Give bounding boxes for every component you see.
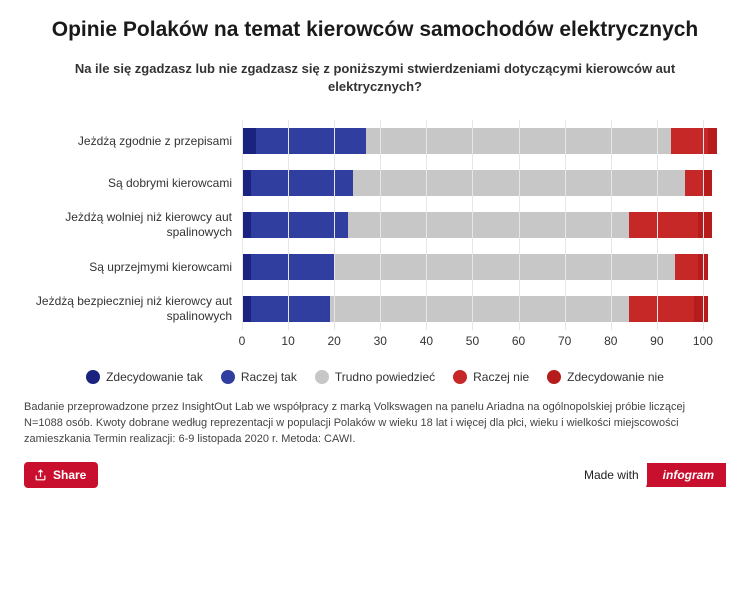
legend-item: Trudno powiedzieć	[315, 370, 435, 384]
legend-item: Zdecydowanie tak	[86, 370, 203, 384]
infographic-container: Opinie Polaków na temat kierowców samoch…	[0, 0, 750, 500]
legend-item: Zdecydowanie nie	[547, 370, 664, 384]
chart-area: Jeżdżą zgodnie z przepisami Są dobrymi ki…	[24, 120, 726, 330]
bar-segment	[242, 128, 256, 154]
footnote: Badanie przeprowadzone przez InsightOut …	[24, 400, 726, 448]
x-axis: 0 10 20 30 40 50 60 70 80 90 100	[24, 334, 726, 356]
bar-segment	[629, 296, 694, 322]
bar-segment	[242, 212, 251, 238]
bar-segment	[366, 128, 670, 154]
axis-tick: 0	[239, 334, 246, 348]
axis-tick: 100	[693, 334, 713, 348]
legend-label: Zdecydowanie tak	[106, 370, 203, 384]
row-label: Jeżdżą zgodnie z przepisami	[32, 134, 242, 149]
axis-tick: 90	[650, 334, 663, 348]
bar-segment	[671, 128, 708, 154]
bar-track	[242, 246, 726, 288]
chart-row: Są dobrymi kierowcami	[32, 162, 726, 204]
row-label: Są dobrymi kierowcami	[32, 176, 242, 191]
chart-row: Jeżdżą wolniej niż kierowcy aut spalinow…	[32, 204, 726, 246]
axis-tick: 10	[281, 334, 294, 348]
bar-track	[242, 162, 726, 204]
legend-swatch	[86, 370, 100, 384]
bar-track	[242, 288, 726, 330]
bar-segment	[703, 170, 712, 196]
axis-tick: 80	[604, 334, 617, 348]
bar-segment	[251, 254, 334, 280]
axis-tick: 30	[374, 334, 387, 348]
share-button[interactable]: Share	[24, 462, 98, 488]
bar-segment	[242, 170, 251, 196]
bar-segment	[251, 296, 329, 322]
axis-tick: 20	[328, 334, 341, 348]
stacked-bar	[242, 296, 726, 322]
row-label: Jeżdżą bezpieczniej niż kierowcy aut spa…	[32, 294, 242, 324]
bar-segment	[334, 254, 675, 280]
chart-subtitle: Na ile się zgadzasz lub nie zgadzasz się…	[24, 60, 726, 96]
chart-row: Są uprzejmymi kierowcami	[32, 246, 726, 288]
made-with-label: Made with	[584, 468, 639, 482]
bar-segment	[629, 212, 698, 238]
bar-segment	[685, 170, 703, 196]
axis-tick: 50	[466, 334, 479, 348]
footer: Share Made with infogram	[24, 462, 726, 488]
legend: Zdecydowanie tak Raczej tak Trudno powiedz…	[24, 370, 726, 384]
axis-tick: 60	[512, 334, 525, 348]
stacked-bar	[242, 212, 726, 238]
bar-segment	[698, 254, 707, 280]
bar-segment	[698, 212, 712, 238]
legend-label: Trudno powiedzieć	[335, 370, 435, 384]
infogram-badge: infogram	[647, 463, 726, 487]
chart-title: Opinie Polaków na temat kierowców samoch…	[24, 18, 726, 42]
row-label: Są uprzejmymi kierowcami	[32, 260, 242, 275]
axis-tick: 40	[420, 334, 433, 348]
bar-track	[242, 120, 726, 162]
bar-segment	[256, 128, 367, 154]
stacked-bar	[242, 254, 726, 280]
chart-row: Jeżdżą bezpieczniej niż kierowcy aut spa…	[32, 288, 726, 330]
chart-row: Jeżdżą zgodnie z przepisami	[32, 120, 726, 162]
legend-swatch	[315, 370, 329, 384]
made-with[interactable]: Made with infogram	[584, 463, 726, 487]
bar-segment	[242, 254, 251, 280]
share-label: Share	[53, 468, 86, 482]
bar-segment	[708, 128, 717, 154]
legend-item: Raczej nie	[453, 370, 529, 384]
legend-label: Raczej nie	[473, 370, 529, 384]
share-icon	[34, 469, 47, 482]
bar-segment	[353, 170, 685, 196]
bar-segment	[251, 170, 352, 196]
legend-label: Raczej tak	[241, 370, 297, 384]
legend-swatch	[453, 370, 467, 384]
legend-swatch	[547, 370, 561, 384]
axis-tick: 70	[558, 334, 571, 348]
bar-segment	[348, 212, 629, 238]
stacked-bar	[242, 128, 726, 154]
bar-segment	[251, 212, 348, 238]
legend-label: Zdecydowanie nie	[567, 370, 664, 384]
bar-segment	[694, 296, 708, 322]
legend-swatch	[221, 370, 235, 384]
bar-segment	[675, 254, 698, 280]
bar-segment	[330, 296, 630, 322]
legend-item: Raczej tak	[221, 370, 297, 384]
bar-track	[242, 204, 726, 246]
row-label: Jeżdżą wolniej niż kierowcy aut spalinow…	[32, 210, 242, 240]
bar-segment	[242, 296, 251, 322]
stacked-bar	[242, 170, 726, 196]
